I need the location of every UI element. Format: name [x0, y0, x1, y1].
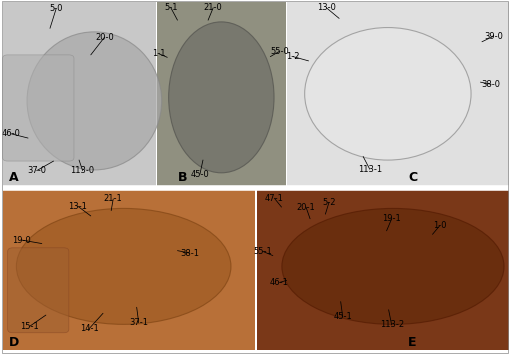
- Ellipse shape: [168, 22, 273, 173]
- Text: 46-1: 46-1: [269, 278, 289, 287]
- Text: 55-0: 55-0: [270, 47, 288, 56]
- Text: 38-1: 38-1: [180, 249, 199, 258]
- Text: 14-1: 14-1: [80, 324, 98, 333]
- FancyBboxPatch shape: [8, 248, 69, 333]
- Text: 46-0: 46-0: [2, 129, 21, 138]
- Text: 13-1: 13-1: [68, 201, 87, 211]
- Text: 21-0: 21-0: [204, 3, 222, 12]
- Text: 47-1: 47-1: [264, 194, 284, 203]
- Text: 113-2: 113-2: [379, 320, 403, 330]
- Bar: [157, 2, 285, 186]
- Text: 37-0: 37-0: [27, 166, 46, 175]
- Text: 1-1: 1-1: [152, 49, 165, 58]
- Ellipse shape: [304, 28, 470, 160]
- Text: 1-0: 1-0: [432, 221, 445, 230]
- Text: 45-0: 45-0: [190, 170, 209, 179]
- Text: A: A: [9, 171, 19, 184]
- Text: 1-2: 1-2: [286, 52, 299, 61]
- Text: E: E: [407, 336, 416, 349]
- Bar: [287, 2, 508, 186]
- Text: 5-2: 5-2: [322, 198, 335, 207]
- FancyBboxPatch shape: [3, 55, 74, 161]
- Text: C: C: [407, 171, 416, 184]
- Text: 19-1: 19-1: [382, 214, 400, 223]
- Text: 13-0: 13-0: [316, 3, 335, 12]
- Text: 37-1: 37-1: [129, 318, 148, 327]
- Text: 21-1: 21-1: [104, 194, 122, 204]
- Bar: [3, 189, 254, 350]
- Text: 15-1: 15-1: [20, 322, 39, 331]
- Text: 55-1: 55-1: [253, 247, 271, 256]
- Text: 20-0: 20-0: [95, 33, 114, 42]
- Text: 19-0: 19-0: [12, 235, 31, 245]
- Ellipse shape: [16, 209, 231, 324]
- Text: 38-0: 38-0: [480, 80, 500, 89]
- Text: 20-1: 20-1: [296, 202, 315, 212]
- Bar: [256, 189, 508, 350]
- Text: 39-0: 39-0: [483, 32, 502, 41]
- Text: B: B: [177, 171, 187, 184]
- Text: 5-1: 5-1: [164, 3, 177, 12]
- Ellipse shape: [27, 32, 161, 170]
- Ellipse shape: [281, 209, 503, 324]
- Text: 5-0: 5-0: [49, 4, 63, 13]
- Bar: [3, 2, 155, 186]
- Text: D: D: [9, 336, 19, 349]
- Text: 113-0: 113-0: [70, 166, 95, 175]
- Text: 113-1: 113-1: [357, 165, 381, 174]
- Text: 45-1: 45-1: [333, 312, 351, 321]
